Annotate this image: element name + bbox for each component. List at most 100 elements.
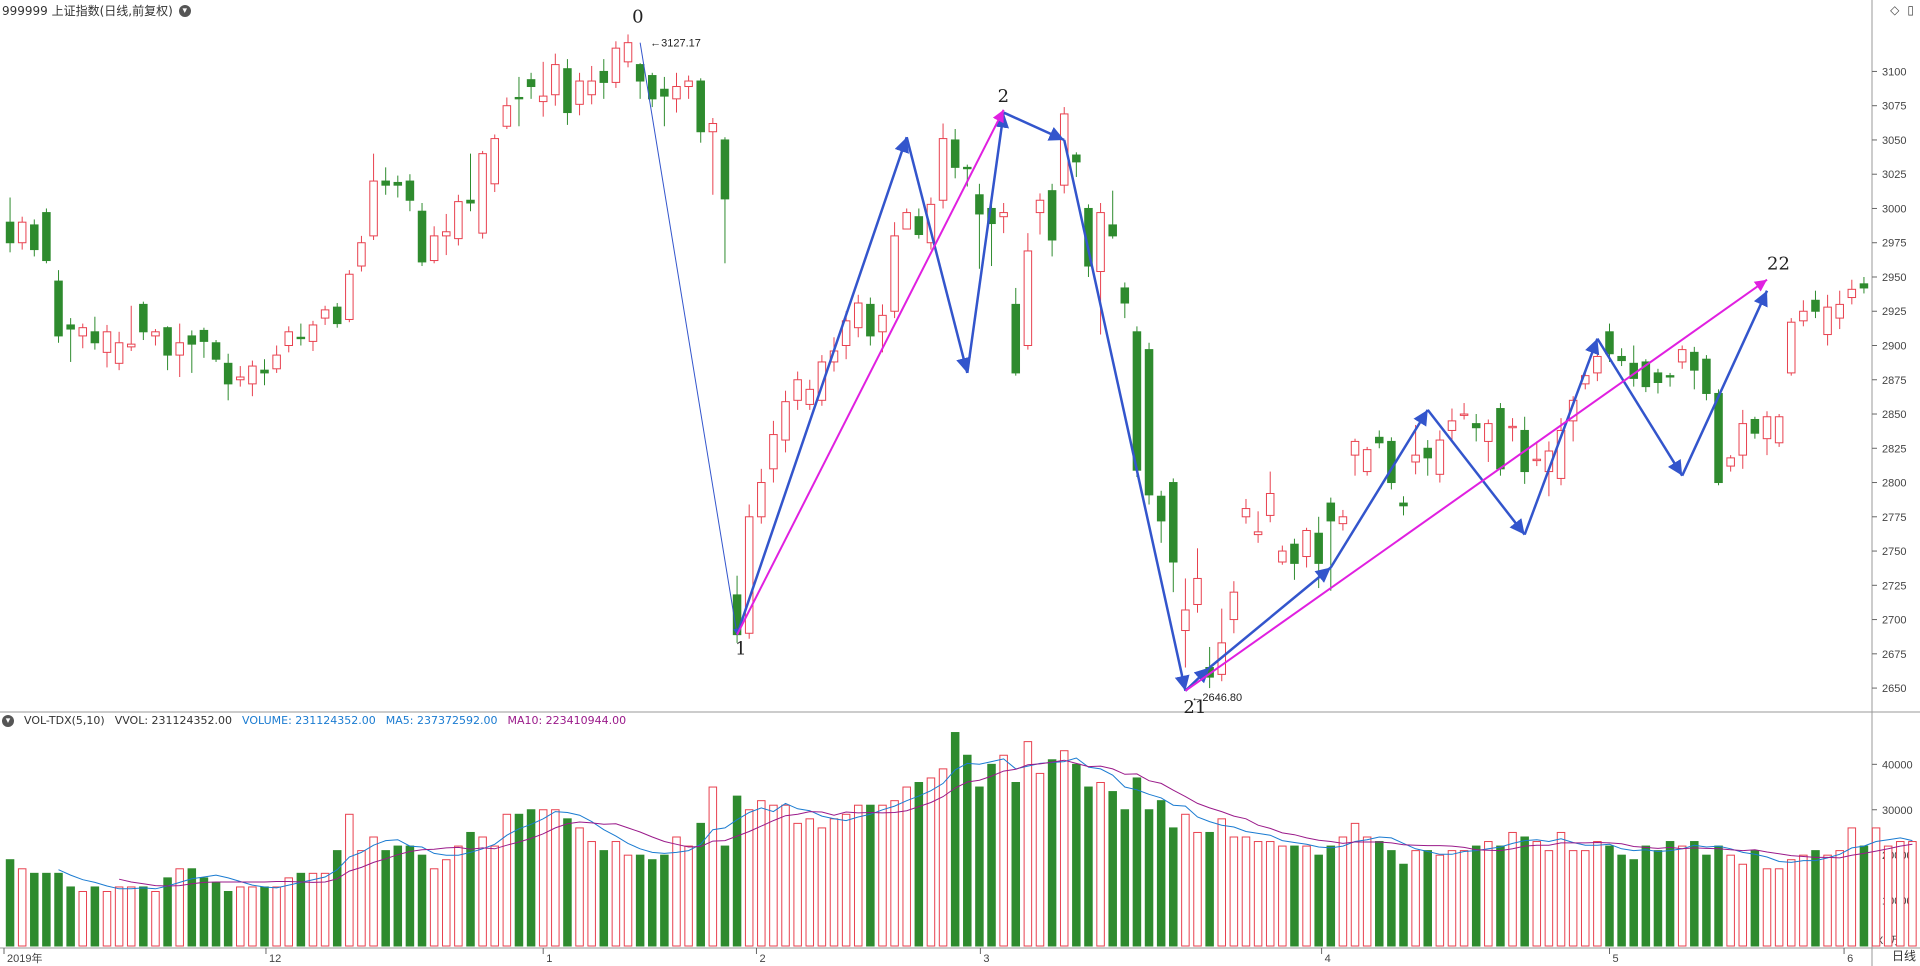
volume-bar xyxy=(1871,827,1881,947)
vvol-value: VVOL: 231124352.00 xyxy=(114,714,233,727)
wave-label: 21 xyxy=(1183,697,1206,718)
panel-icon[interactable]: ▯ xyxy=(1907,3,1914,17)
volume-bar xyxy=(151,891,160,947)
candle-body xyxy=(1047,190,1057,241)
volume-bar xyxy=(1338,836,1348,947)
volume-bar xyxy=(1508,831,1517,947)
candle-body xyxy=(1229,591,1239,621)
volume-bar xyxy=(696,822,705,947)
candle-body xyxy=(551,64,560,96)
price-tick-label: 2850 xyxy=(1882,409,1906,421)
wave-label: 1 xyxy=(735,639,746,660)
volume-bar xyxy=(1702,854,1711,947)
volume-bar xyxy=(1314,854,1323,947)
candle-body xyxy=(296,336,306,340)
candle-body xyxy=(538,95,548,103)
candle-body xyxy=(1011,303,1021,374)
candle-body xyxy=(757,482,766,518)
volume-bar xyxy=(732,795,742,947)
volume-bar xyxy=(635,854,645,947)
volume-bar xyxy=(1362,836,1372,947)
volume-bar xyxy=(1265,841,1275,947)
volume-bar xyxy=(514,813,524,947)
candle-body xyxy=(260,369,269,374)
price-tick-label: 2650 xyxy=(1882,683,1906,695)
volume-bar xyxy=(466,831,475,947)
volume-bar xyxy=(1459,850,1469,947)
wave-arrow-magenta xyxy=(1184,278,1768,692)
price-tick-label: 2950 xyxy=(1882,272,1906,284)
volume-bar xyxy=(1641,845,1651,947)
candle-body xyxy=(357,242,366,267)
volume-bar xyxy=(1738,863,1748,947)
volume-bar xyxy=(1799,854,1808,947)
candle-body xyxy=(502,105,512,127)
volume-bar xyxy=(454,845,463,947)
volume-bar xyxy=(1096,782,1105,947)
candle-body xyxy=(684,80,693,88)
date-tick-label: 5 xyxy=(1612,953,1618,965)
candle-body xyxy=(1072,154,1081,163)
volume-bar xyxy=(1278,845,1287,947)
volume-bar xyxy=(284,877,294,947)
wave-arrow-blue xyxy=(1063,139,1190,692)
wave-arrow-blue xyxy=(735,136,909,636)
volume-bar xyxy=(1072,763,1081,947)
candle-body xyxy=(769,434,778,470)
volume-bar xyxy=(308,872,318,947)
volume-bar xyxy=(1084,786,1093,947)
volume-bar xyxy=(1399,863,1408,947)
candle-body xyxy=(660,88,669,97)
candle-body xyxy=(1702,358,1711,394)
candle-body xyxy=(1835,303,1844,319)
volume-bar xyxy=(587,841,596,947)
period-label[interactable]: 日线 xyxy=(1891,949,1916,963)
chevron-down-icon[interactable]: ▾ xyxy=(2,714,14,727)
volume-bar xyxy=(405,845,415,947)
volume-bar xyxy=(1132,777,1142,947)
candle-body xyxy=(1278,550,1287,563)
price-tick-label: 3075 xyxy=(1882,101,1906,113)
volume-bar xyxy=(223,891,233,947)
volume-bar xyxy=(1605,845,1614,947)
chevron-down-icon[interactable]: ▾ xyxy=(178,4,191,17)
volume-bar xyxy=(502,813,512,947)
volume-bar xyxy=(78,891,88,947)
diamond-icon[interactable]: ◇ xyxy=(1890,3,1900,17)
volume-bar xyxy=(102,891,112,947)
volume-bar xyxy=(878,804,887,947)
volume-bar xyxy=(684,845,693,947)
candle-body xyxy=(744,516,754,634)
candle-body xyxy=(1399,502,1408,507)
candle-body xyxy=(1786,321,1796,374)
volume-bar xyxy=(890,800,899,947)
volume-bar xyxy=(478,836,487,947)
candle-body xyxy=(490,138,499,185)
candle-body xyxy=(114,342,124,364)
volume-bar xyxy=(781,804,790,947)
candle-body xyxy=(1302,529,1311,558)
volume-bar xyxy=(139,886,148,947)
candle-body xyxy=(708,123,718,133)
candle-body xyxy=(599,70,609,83)
wave-arrow-blue xyxy=(1681,290,1769,477)
volume-bar xyxy=(381,850,390,947)
volume-bar xyxy=(211,881,221,947)
volume-bar xyxy=(744,809,754,947)
candle-body xyxy=(332,306,342,325)
price-tick-label: 2775 xyxy=(1882,512,1906,524)
candle-body xyxy=(163,327,172,356)
volume-bar xyxy=(1205,831,1214,947)
volume-bar xyxy=(1580,850,1590,947)
volume-bar xyxy=(296,872,306,947)
price-tick-label: 2675 xyxy=(1882,649,1906,661)
volume-bar xyxy=(1896,841,1905,947)
volume-bar xyxy=(1059,750,1069,947)
candle-body xyxy=(345,273,354,320)
candle-body xyxy=(1326,502,1336,522)
volume-bar xyxy=(1229,836,1239,947)
candle-body xyxy=(1108,224,1117,237)
price-tick-label: 2800 xyxy=(1882,478,1906,490)
volume-bar xyxy=(1629,859,1638,947)
